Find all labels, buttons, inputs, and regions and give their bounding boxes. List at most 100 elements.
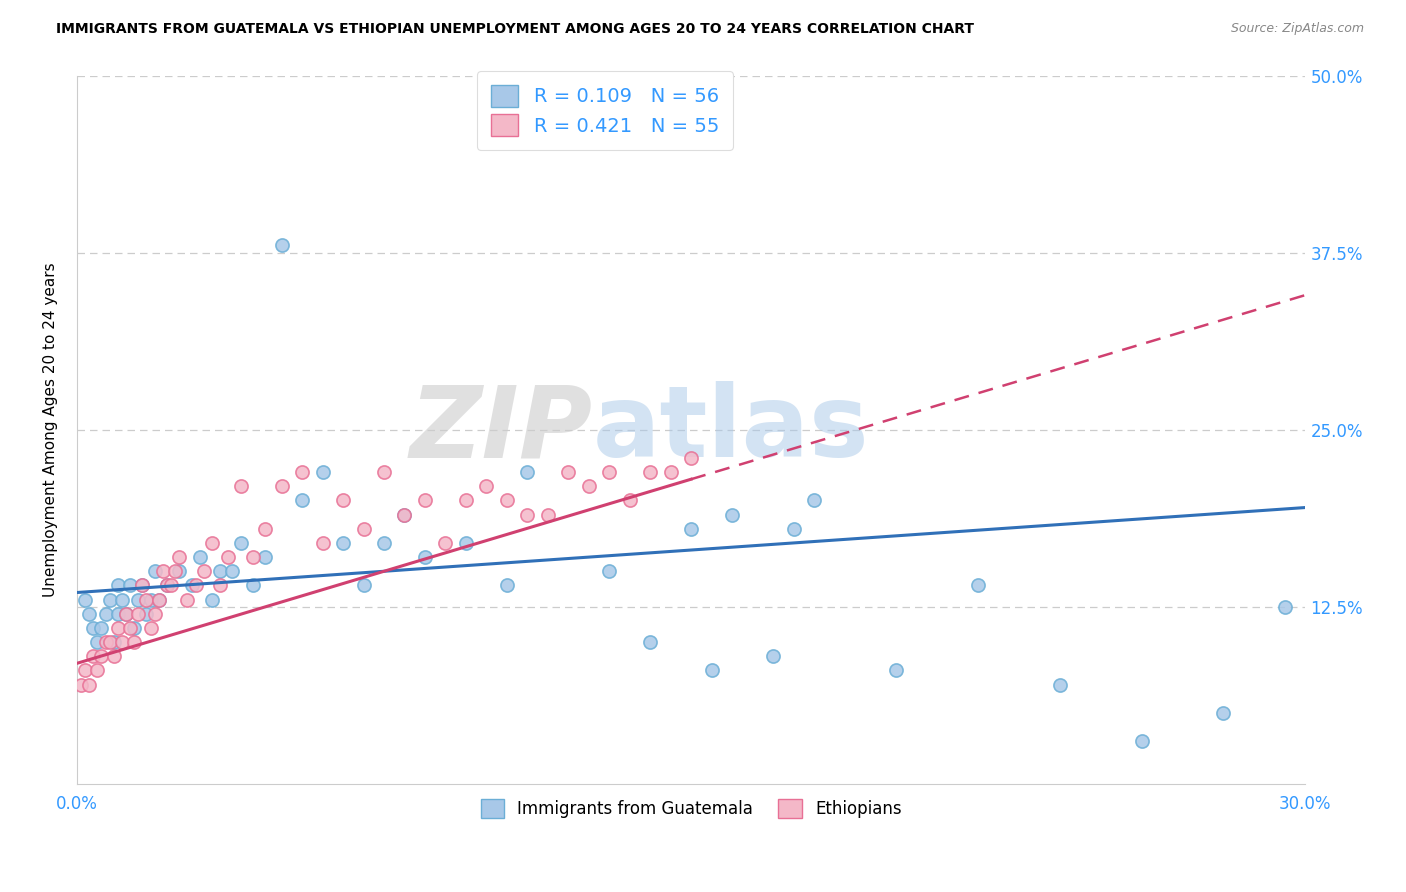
Point bbox=[139, 592, 162, 607]
Point bbox=[165, 564, 187, 578]
Point bbox=[209, 564, 232, 578]
Point bbox=[90, 621, 112, 635]
Point bbox=[193, 564, 215, 578]
Point bbox=[270, 238, 292, 252]
Point bbox=[107, 621, 129, 635]
Point bbox=[291, 465, 314, 479]
Point bbox=[120, 578, 142, 592]
Point bbox=[884, 664, 907, 678]
Point bbox=[143, 607, 166, 621]
Point bbox=[103, 635, 125, 649]
Point bbox=[184, 578, 207, 592]
Point bbox=[70, 677, 93, 691]
Point bbox=[111, 635, 134, 649]
Text: ZIP: ZIP bbox=[411, 381, 593, 478]
Point bbox=[659, 465, 682, 479]
Point bbox=[681, 450, 703, 465]
Point bbox=[578, 479, 600, 493]
Point bbox=[122, 621, 145, 635]
Text: Source: ZipAtlas.com: Source: ZipAtlas.com bbox=[1230, 22, 1364, 36]
Point bbox=[82, 649, 104, 664]
Point bbox=[167, 564, 190, 578]
Point bbox=[115, 607, 138, 621]
Point bbox=[270, 479, 292, 493]
Point bbox=[107, 578, 129, 592]
Text: atlas: atlas bbox=[593, 381, 869, 478]
Point bbox=[139, 621, 162, 635]
Point bbox=[120, 621, 142, 635]
Point bbox=[131, 578, 153, 592]
Point bbox=[98, 592, 121, 607]
Point bbox=[413, 493, 436, 508]
Point bbox=[152, 564, 174, 578]
Point bbox=[115, 607, 138, 621]
Point bbox=[122, 635, 145, 649]
Point bbox=[86, 635, 108, 649]
Point bbox=[127, 607, 149, 621]
Point bbox=[209, 578, 232, 592]
Point bbox=[156, 578, 179, 592]
Point bbox=[82, 621, 104, 635]
Point bbox=[373, 536, 395, 550]
Point bbox=[94, 635, 117, 649]
Point bbox=[434, 536, 457, 550]
Point bbox=[103, 649, 125, 664]
Point bbox=[700, 664, 723, 678]
Point bbox=[332, 536, 354, 550]
Point bbox=[188, 550, 211, 565]
Point bbox=[156, 578, 179, 592]
Point bbox=[291, 493, 314, 508]
Point bbox=[201, 592, 224, 607]
Point bbox=[148, 592, 170, 607]
Point bbox=[681, 522, 703, 536]
Point bbox=[131, 578, 153, 592]
Point bbox=[148, 592, 170, 607]
Point bbox=[229, 479, 252, 493]
Point bbox=[475, 479, 498, 493]
Point bbox=[373, 465, 395, 479]
Point bbox=[143, 564, 166, 578]
Point bbox=[598, 465, 620, 479]
Point bbox=[598, 564, 620, 578]
Point bbox=[1049, 677, 1071, 691]
Point bbox=[1274, 599, 1296, 614]
Point bbox=[94, 607, 117, 621]
Point bbox=[454, 536, 477, 550]
Text: IMMIGRANTS FROM GUATEMALA VS ETHIOPIAN UNEMPLOYMENT AMONG AGES 20 TO 24 YEARS CO: IMMIGRANTS FROM GUATEMALA VS ETHIOPIAN U… bbox=[56, 22, 974, 37]
Point bbox=[394, 508, 416, 522]
Point bbox=[537, 508, 560, 522]
Point bbox=[332, 493, 354, 508]
Point bbox=[311, 536, 333, 550]
Point bbox=[98, 635, 121, 649]
Point bbox=[127, 592, 149, 607]
Point bbox=[242, 578, 264, 592]
Point bbox=[619, 493, 641, 508]
Point bbox=[176, 592, 198, 607]
Point bbox=[254, 550, 277, 565]
Point bbox=[516, 465, 538, 479]
Point bbox=[966, 578, 988, 592]
Point bbox=[475, 96, 498, 111]
Point bbox=[638, 635, 661, 649]
Point bbox=[135, 592, 157, 607]
Point bbox=[201, 536, 224, 550]
Point bbox=[638, 465, 661, 479]
Point bbox=[167, 550, 190, 565]
Point bbox=[111, 592, 134, 607]
Point bbox=[516, 508, 538, 522]
Point bbox=[557, 465, 579, 479]
Point bbox=[721, 508, 744, 522]
Point bbox=[77, 607, 100, 621]
Legend: Immigrants from Guatemala, Ethiopians: Immigrants from Guatemala, Ethiopians bbox=[474, 792, 908, 825]
Point bbox=[107, 607, 129, 621]
Point bbox=[73, 592, 96, 607]
Point bbox=[1212, 706, 1234, 720]
Point bbox=[353, 522, 375, 536]
Point bbox=[180, 578, 202, 592]
Point bbox=[762, 649, 785, 664]
Point bbox=[242, 550, 264, 565]
Point bbox=[495, 578, 517, 592]
Point bbox=[454, 493, 477, 508]
Point bbox=[353, 578, 375, 592]
Point bbox=[135, 607, 157, 621]
